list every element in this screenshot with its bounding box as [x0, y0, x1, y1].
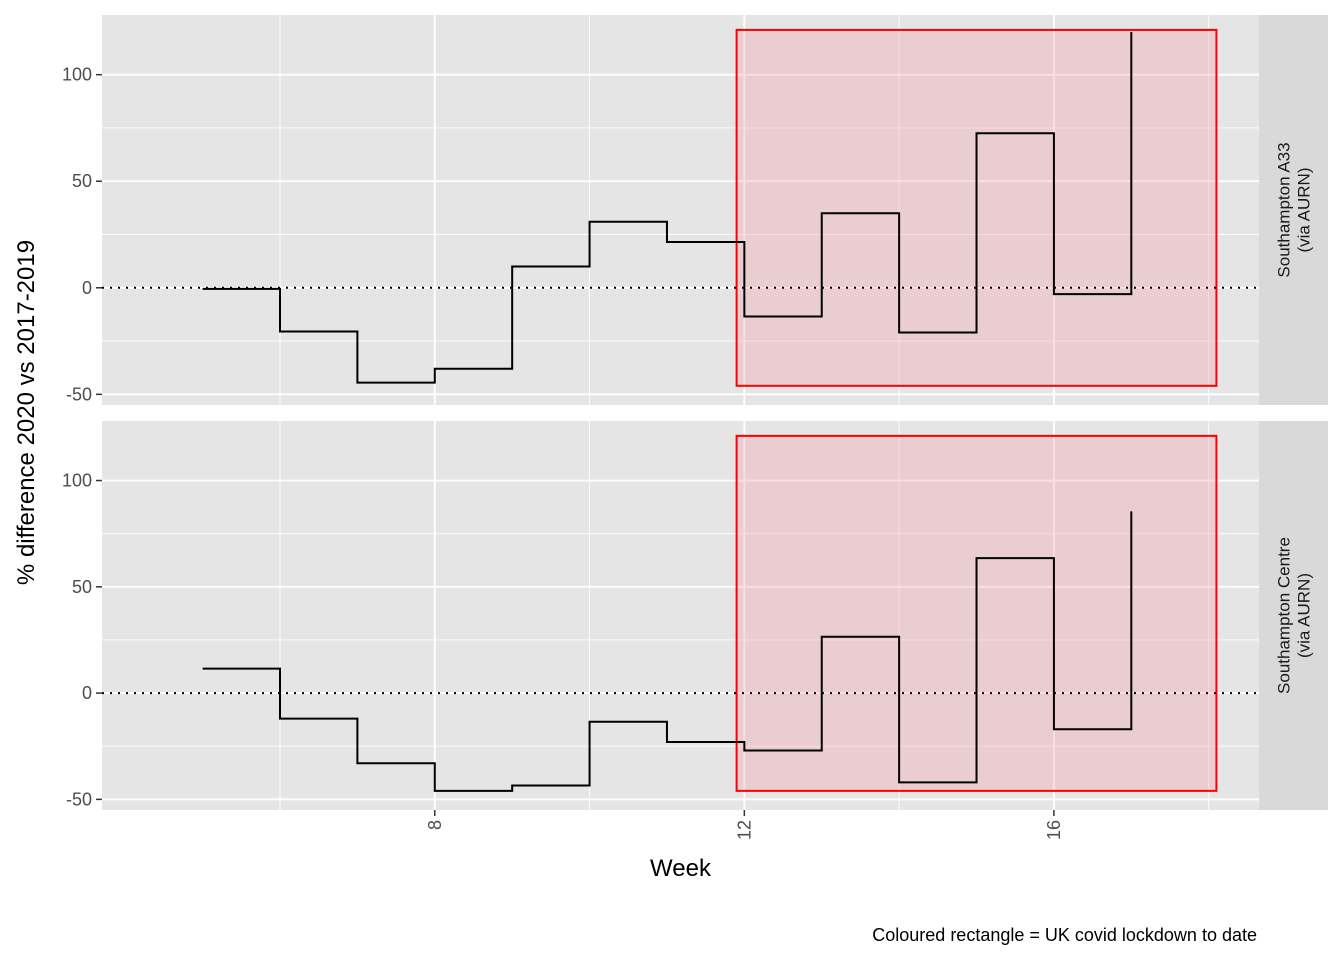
series-line — [202, 511, 1133, 792]
x-tick-label: 8 — [425, 820, 445, 830]
panel-background — [102, 15, 1259, 405]
y-axis-title: % difference 2020 vs 2017-2019 — [13, 240, 40, 585]
series-line — [202, 32, 1133, 384]
y-tick-label: 0 — [82, 278, 92, 298]
x-tick-label: 16 — [1044, 820, 1064, 840]
y-tick-label: -50 — [66, 384, 92, 404]
y-tick-label: 50 — [72, 577, 92, 597]
y-tick-label: -50 — [66, 789, 92, 809]
strip-label: Southampton Centre(via AURN) — [1275, 537, 1314, 694]
x-tick-label: 12 — [734, 820, 754, 840]
panel-background — [102, 421, 1259, 810]
x-axis-title: Week — [650, 855, 712, 882]
y-tick-label: 100 — [62, 65, 92, 85]
y-tick-label: 50 — [72, 171, 92, 191]
strip-background — [1259, 421, 1328, 810]
y-tick-label: 100 — [62, 471, 92, 491]
y-tick-label: 0 — [82, 683, 92, 703]
caption: Coloured rectangle = UK covid lockdown t… — [872, 925, 1257, 945]
strip-label: Southampton A33(via AURN) — [1275, 142, 1314, 277]
strip-background — [1259, 15, 1328, 405]
